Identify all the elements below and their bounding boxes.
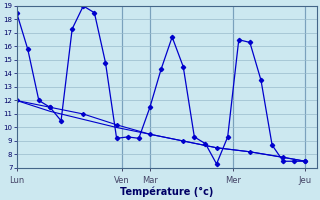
X-axis label: Température (°c): Température (°c) (120, 186, 213, 197)
